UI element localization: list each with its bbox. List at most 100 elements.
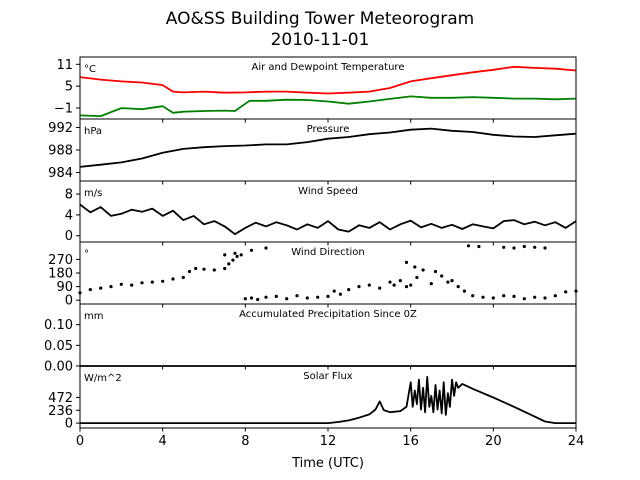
point-wind_dir [404,285,409,289]
x-axis: 0 4 8 12 16 20 24 [76,434,584,449]
point-wind_dir [502,294,506,298]
y-tick-label-wind_speed: 8 [65,188,73,203]
point-wind_dir [450,279,454,283]
point-wind_dir [212,268,216,272]
point-wind_dir [347,288,351,292]
point-wind_dir [235,254,239,258]
y-tick-label-wind_dir: 270 [48,253,73,268]
point-wind_dir [264,295,268,299]
series-line-pressure-0 [79,127,577,168]
point-wind_dir [161,279,165,283]
point-wind_dir [409,283,413,287]
panel-precip: Accumulated Precipitation Since 0Z mm 0.10… [44,303,577,375]
point-wind_dir [243,297,247,301]
panel-unit-temp: °C [84,64,96,75]
panels-group: Air and Dewpoint Temperature°C115−1Press… [44,56,578,432]
point-wind_dir [249,296,254,300]
x-tick-label: 20 [485,434,502,449]
point-wind_dir [553,294,557,298]
panel-unit-pressure: hPa [84,126,102,137]
point-wind_dir [140,281,144,285]
x-tick-label: 24 [568,434,585,449]
y-tick-label-temp: −1 [54,102,73,117]
panel-title-wind_speed: Wind Speed [298,186,358,197]
point-wind_dir [471,294,475,298]
point-wind_dir [433,269,438,274]
point-wind_dir [295,294,299,298]
y-tick-label-precip: 0.10 [44,318,73,333]
panel-title-pressure: Pressure [307,124,350,135]
point-wind_dir [231,258,235,262]
series-line-solar-0 [80,375,576,425]
point-wind_dir [440,274,444,278]
point-wind_dir [388,280,392,284]
y-tick-label-wind_dir: 0 [65,294,73,309]
y-tick-label-pressure: 992 [48,121,73,136]
point-wind_dir [564,290,568,294]
panel-title-temp: Air and Dewpoint Temperature [252,62,405,73]
point-wind_dir [522,244,526,249]
y-tick-label-pressure: 988 [48,144,73,159]
point-wind_dir [543,246,547,250]
x-tick-label: 0 [76,434,84,449]
point-wind_dir [202,267,206,271]
point-wind_dir [522,297,526,301]
panel-temp: Air and Dewpoint Temperature °C 11 5 −1 [54,56,577,123]
point-wind_dir [462,289,466,293]
point-wind_dir [466,244,471,248]
x-tick-label: 12 [320,434,337,449]
point-wind_dir [99,286,103,290]
point-wind_dir [274,294,278,298]
panel-unit-precip: mm [84,311,103,322]
point-wind_dir [119,282,123,286]
point-wind_dir [512,246,516,250]
y-tick-label-wind_speed: 4 [65,208,73,223]
x-axis-label: Time (UTC) [291,456,364,471]
point-wind_dir [227,262,231,266]
point-wind_dir [491,296,495,300]
panel-title-solar: Solar Flux [303,371,353,382]
point-wind_dir [398,279,402,283]
point-wind_dir [223,253,227,257]
panel-unit-wind_dir: ° [84,249,89,260]
point-wind_dir [150,280,154,284]
point-wind_dir [413,265,417,269]
y-tick-label-solar: 236 [48,404,73,419]
point-wind_dir [392,283,396,287]
panel-title-wind_dir: Wind Direction [291,247,365,258]
point-wind_dir [415,275,419,280]
point-wind_dir [171,277,175,281]
point-wind_dir [367,283,371,287]
point-wind_dir [181,275,185,280]
panel-pressure: Pressure hPa 992 988 984 [48,118,577,185]
panel-wind_speed: Wind Speed m/s 8 4 0 [65,180,577,246]
series-line-temp-0 [79,65,577,95]
point-wind_dir [305,296,309,300]
y-tick-label-precip: 0.00 [44,360,73,375]
point-wind_dir [378,286,382,290]
point-wind_dir [256,297,260,302]
y-tick-label-solar: 0 [65,417,73,432]
y-tick-label-precip: 0.05 [44,339,73,354]
point-wind_dir [264,246,268,250]
point-wind_dir [88,288,92,292]
point-wind_dir [481,295,485,299]
chart-title: AO&SS Building Tower Meteorogram [166,9,474,29]
point-wind_dir [285,297,289,301]
point-wind_dir [316,295,320,299]
point-wind_dir [239,253,243,257]
y-tick-label-solar: 472 [48,391,73,406]
point-wind_dir [326,294,330,298]
panel-title-precip: Accumulated Precipitation Since 0Z [239,309,417,320]
point-wind_dir [429,282,433,286]
series-line-temp-1 [79,95,577,117]
point-wind_dir [404,260,409,264]
y-tick-label-wind_dir: 90 [56,280,73,295]
point-wind_dir [533,245,537,249]
point-wind_dir [502,245,506,249]
point-wind_dir [543,296,547,300]
point-wind_dir [477,244,481,249]
